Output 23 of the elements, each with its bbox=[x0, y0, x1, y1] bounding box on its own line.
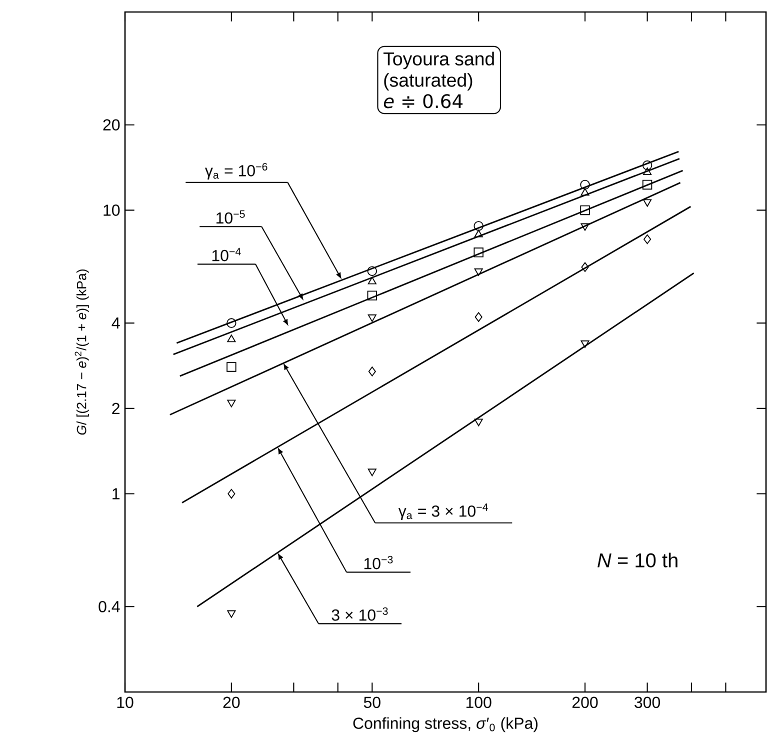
annotation: Toyoura sand bbox=[383, 52, 494, 70]
annotation: e ≑ 0.64 bbox=[384, 94, 463, 108]
y-tick-label: 1 bbox=[112, 488, 120, 500]
annotation: 3 × 10$^{−3}$ bbox=[332, 607, 388, 621]
annotation: γ$_{a}$ = 3 × 10$^{−4}$ bbox=[398, 503, 488, 520]
y-tick-label: 0.4 bbox=[98, 600, 120, 612]
annotation: 10$^{−3}$ bbox=[364, 556, 393, 570]
annotation: γ$_{a}$ = 10$^{−6}$ bbox=[205, 162, 268, 180]
x-tick-label: 100 bbox=[466, 696, 492, 708]
x-tick-label: 50 bbox=[364, 696, 380, 708]
annotation: (saturated) bbox=[384, 73, 472, 90]
x-tick-label: 200 bbox=[572, 696, 598, 708]
y-tick-label: 2 bbox=[112, 402, 120, 414]
annotation: 10$^{−5}$ bbox=[216, 210, 245, 224]
y-axis-title: G/ [(2.17 − e)$^{2}$/(1 + e)] (kPa) bbox=[74, 270, 89, 435]
x-tick-label: 300 bbox=[634, 696, 660, 708]
annotation: 10$^{−4}$ bbox=[212, 248, 241, 262]
y-tick-label: 20 bbox=[103, 119, 120, 130]
x-tick-label: 20 bbox=[223, 696, 240, 708]
annotation: N = 10 th bbox=[598, 552, 678, 568]
x-axis-title: Confining stress, σ′$_{0}$ (kPa) bbox=[353, 717, 538, 732]
y-tick-label: 10 bbox=[104, 204, 120, 216]
y-tick-label: 4 bbox=[112, 318, 120, 329]
